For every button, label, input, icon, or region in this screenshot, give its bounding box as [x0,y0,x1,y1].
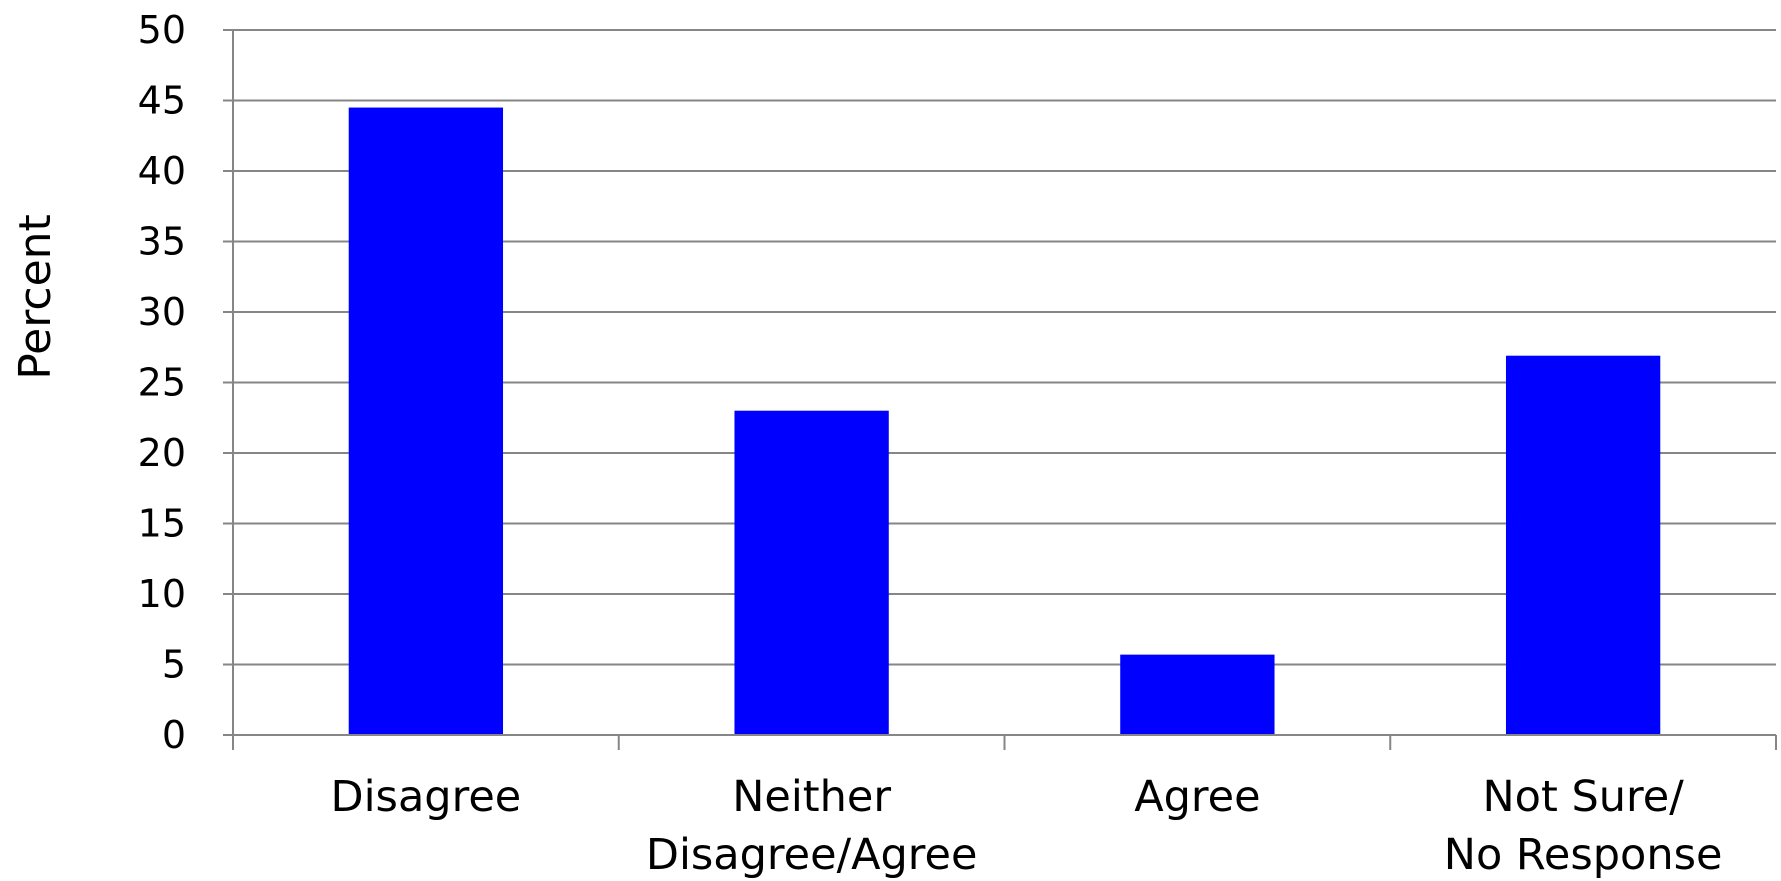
bars [348,107,1661,736]
y-tick-label: 50 [138,8,186,52]
axes [223,29,1777,750]
y-tick-label: 5 [162,643,186,687]
x-category-label: Neither [732,772,891,822]
x-category-label: Agree [1134,772,1260,822]
y-axis-tick-labels: 0 5 10 15 20 25 30 35 40 45 50 [138,8,186,757]
x-category-label: Disagree [331,772,522,822]
y-tick-label: 45 [138,79,186,123]
x-category-label: Not Sure/ [1483,772,1685,822]
y-tick-label: 40 [138,149,186,193]
y-tick-label: 0 [162,713,186,757]
y-tick-label: 15 [138,502,186,546]
bar [1505,355,1661,735]
y-axis-title: Percent [10,214,61,380]
bar [348,107,504,736]
x-category-label: Disagree/Agree [646,830,978,880]
y-tick-label: 25 [138,361,186,405]
x-axis-category-labels: Disagree Neither Disagree/Agree Agree Not Su… [331,772,1723,880]
bar [1120,654,1275,735]
x-category-label: No Response [1444,830,1723,880]
bar [734,410,889,735]
y-tick-label: 30 [138,290,186,334]
y-tick-label: 20 [138,431,186,475]
y-tick-label: 10 [138,572,186,616]
y-tick-label: 35 [138,220,186,264]
